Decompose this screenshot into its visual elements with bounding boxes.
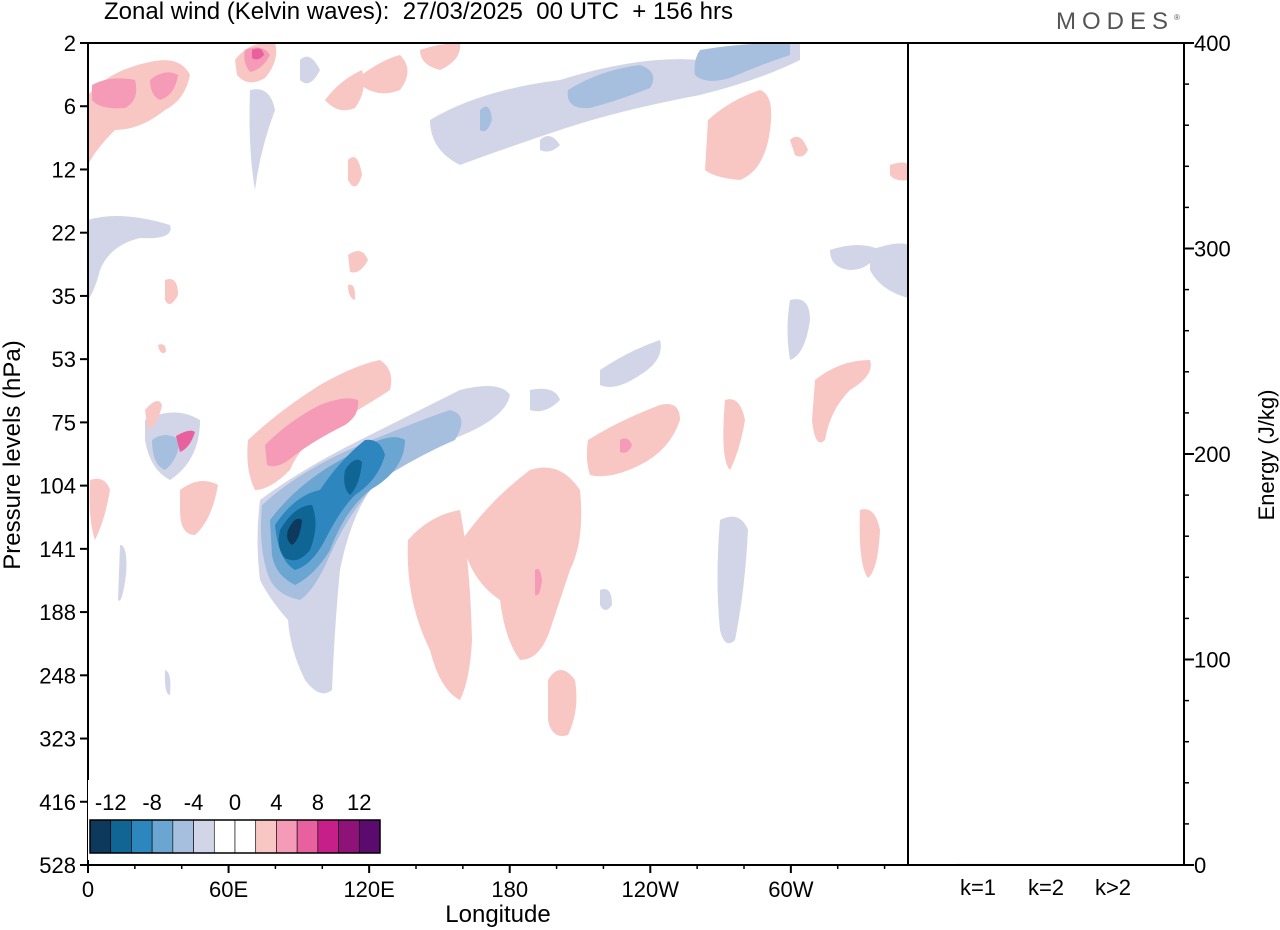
- colorbar-swatch: [89, 819, 112, 854]
- colorbar-swatch: [151, 819, 174, 854]
- pressure-tick-label: 2: [64, 31, 76, 56]
- pressure-tick-label: 6: [64, 94, 76, 119]
- energy-category-label: k>2: [1095, 875, 1131, 900]
- colorbar-label: -12: [95, 790, 127, 815]
- colorbar-label: 0: [229, 790, 241, 815]
- pressure-tick-label: 416: [39, 790, 76, 815]
- longitude-tick-label: 60E: [209, 877, 248, 902]
- chart-title: Zonal wind (Kelvin waves): 27/03/2025 00…: [104, 0, 733, 25]
- pressure-tick-label: 12: [52, 157, 76, 182]
- colorbar: -12 -8 -4 0 4 8 12: [88, 780, 382, 860]
- longitude-axis: 0 60E 120E 180 120W 60W: [82, 865, 886, 902]
- colorbar-swatch: [172, 819, 194, 854]
- colorbar-swatch: [296, 819, 319, 854]
- pressure-tick-label: 528: [39, 853, 76, 878]
- colorbar-swatch: [338, 819, 360, 854]
- colorbar-swatch: [131, 819, 153, 854]
- contour-field: [88, 43, 908, 736]
- energy-bars: k=1 k=2 k>2: [956, 863, 1135, 900]
- longitude-tick-label: 60W: [768, 877, 813, 902]
- energy-category-label: k=1: [960, 875, 996, 900]
- x-axis-label: Longitude: [445, 901, 550, 928]
- colorbar-label: -4: [184, 790, 204, 815]
- energy-bar: [1024, 864, 1068, 866]
- pressure-tick-label: 188: [39, 600, 76, 625]
- colorbar-label: 12: [347, 790, 371, 815]
- longitude-tick-label: 120E: [343, 877, 394, 902]
- colorbar-swatch: [110, 819, 132, 854]
- pressure-tick-label: 75: [52, 410, 76, 435]
- longitude-tick-label: 180: [491, 877, 528, 902]
- brand-text: MODES: [1056, 8, 1175, 35]
- energy-bar: [1091, 864, 1135, 866]
- colorbar-swatch: [193, 819, 215, 854]
- energy-axis: 0 100 200 300 400: [1184, 31, 1231, 878]
- energy-tick-label: 400: [1194, 31, 1231, 56]
- pressure-tick-label: 22: [52, 221, 76, 246]
- colorbar-swatch: [358, 819, 381, 854]
- colorbar-swatch: [213, 819, 236, 854]
- energy-tick-label: 0: [1194, 853, 1206, 878]
- energy-tick-label: 100: [1194, 648, 1231, 673]
- colorbar-swatch: [255, 819, 277, 854]
- main-plot-frame: [87, 42, 909, 866]
- energy-category-label: k=2: [1028, 875, 1064, 900]
- pressure-axis: 2 6 12 22 35 53 75 104 141 188 248 323 416 528: [39, 31, 88, 878]
- pressure-tick-label: 35: [52, 284, 76, 309]
- y-axis-label: Pressure levels (hPa): [0, 340, 26, 569]
- energy-axis-label: Energy (J/kg): [1254, 390, 1279, 521]
- energy-bar: [956, 863, 1000, 865]
- colorbar-frame: [89, 819, 381, 854]
- pressure-tick-label: 323: [39, 727, 76, 752]
- pressure-tick-label: 53: [52, 347, 76, 372]
- colorbar-label: 8: [312, 790, 324, 815]
- colorbar-swatch: [234, 819, 257, 854]
- colorbar-swatch: [317, 819, 339, 854]
- colorbar-label: -8: [142, 790, 162, 815]
- longitude-tick-label: 120W: [622, 877, 680, 902]
- longitude-tick-label: 0: [82, 877, 94, 902]
- registered-mark: ®: [1174, 13, 1180, 22]
- pressure-tick-label: 248: [39, 663, 76, 688]
- energy-tick-label: 300: [1194, 237, 1231, 262]
- colorbar-label: 4: [270, 790, 282, 815]
- energy-tick-label: 200: [1194, 442, 1231, 467]
- pressure-tick-label: 141: [39, 537, 76, 562]
- pressure-tick-label: 104: [39, 474, 76, 499]
- colorbar-swatch: [276, 819, 298, 854]
- brand-logo: MODES®: [1056, 8, 1180, 36]
